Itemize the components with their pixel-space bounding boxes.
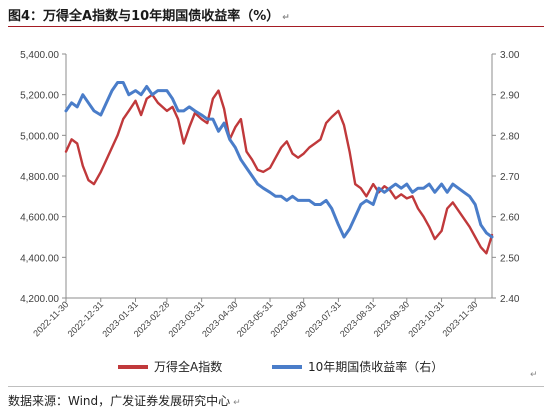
x-tick-label: 2023-09-30 <box>372 299 412 339</box>
legend-label: 万得全A指数 <box>154 359 222 374</box>
x-tick-label: 2023-07-31 <box>303 299 343 339</box>
y-right-tick-label: 2.40 <box>500 294 520 305</box>
y-left-tick-label: 4,600.00 <box>20 213 59 224</box>
legend-label: 10年期国债收益率（右） <box>308 359 443 374</box>
source-text: 数据来源：Wind，广发证券发展研究中心 <box>8 394 231 408</box>
paragraph-mark-icon: ↵ <box>233 398 241 408</box>
title-bar: 图4：万得全A指数与10年期国债收益率（%） ↵ <box>8 0 544 27</box>
y-right-tick-label: 2.90 <box>500 91 520 102</box>
x-tick-label: 2022-12-31 <box>66 299 106 339</box>
x-tick-label: 2023-11-30 <box>440 299 479 338</box>
y-right-tick-label: 2.80 <box>500 131 520 142</box>
y-right-tick-label: 2.60 <box>500 213 520 224</box>
x-tick-label: 2022-11-30 <box>31 299 70 338</box>
y-left-tick-label: 5,200.00 <box>20 91 59 102</box>
y-right-tick-label: 3.00 <box>500 50 520 61</box>
series-line-wind-a-index <box>64 89 494 255</box>
y-left-tick-label: 4,400.00 <box>20 253 59 264</box>
x-tick-label: 2023-06-30 <box>268 299 308 339</box>
figure-title-text: 图4：万得全A指数与10年期国债收益率（%） <box>8 9 280 24</box>
y-left-tick-label: 5,000.00 <box>20 131 59 142</box>
series-line-cgb-10y-yield <box>64 81 494 239</box>
x-tick-label: 2023-10-31 <box>406 299 446 339</box>
divider-rule <box>8 386 544 387</box>
paragraph-mark-icon: ↵ <box>530 370 538 380</box>
y-left-tick-label: 5,400.00 <box>20 50 59 61</box>
y-right-tick-label: 2.70 <box>500 172 520 183</box>
dual-axis-line-chart: 5,400.00 5,200.00 5,000.00 4,800.00 4,600.00… <box>20 50 520 374</box>
source-note: 数据来源：Wind，广发证券发展研究中心 ↵ <box>8 392 241 409</box>
y-left-tick-label: 4,800.00 <box>20 172 59 183</box>
y-left-tick-label: 4,200.00 <box>20 294 59 305</box>
x-tick-label: 2023-04-30 <box>200 299 240 339</box>
y-right-tick-label: 2.50 <box>500 253 520 264</box>
figure-title: 图4：万得全A指数与10年期国债收益率（%） ↵ <box>8 5 290 24</box>
paragraph-mark-icon: ↵ <box>282 13 290 23</box>
